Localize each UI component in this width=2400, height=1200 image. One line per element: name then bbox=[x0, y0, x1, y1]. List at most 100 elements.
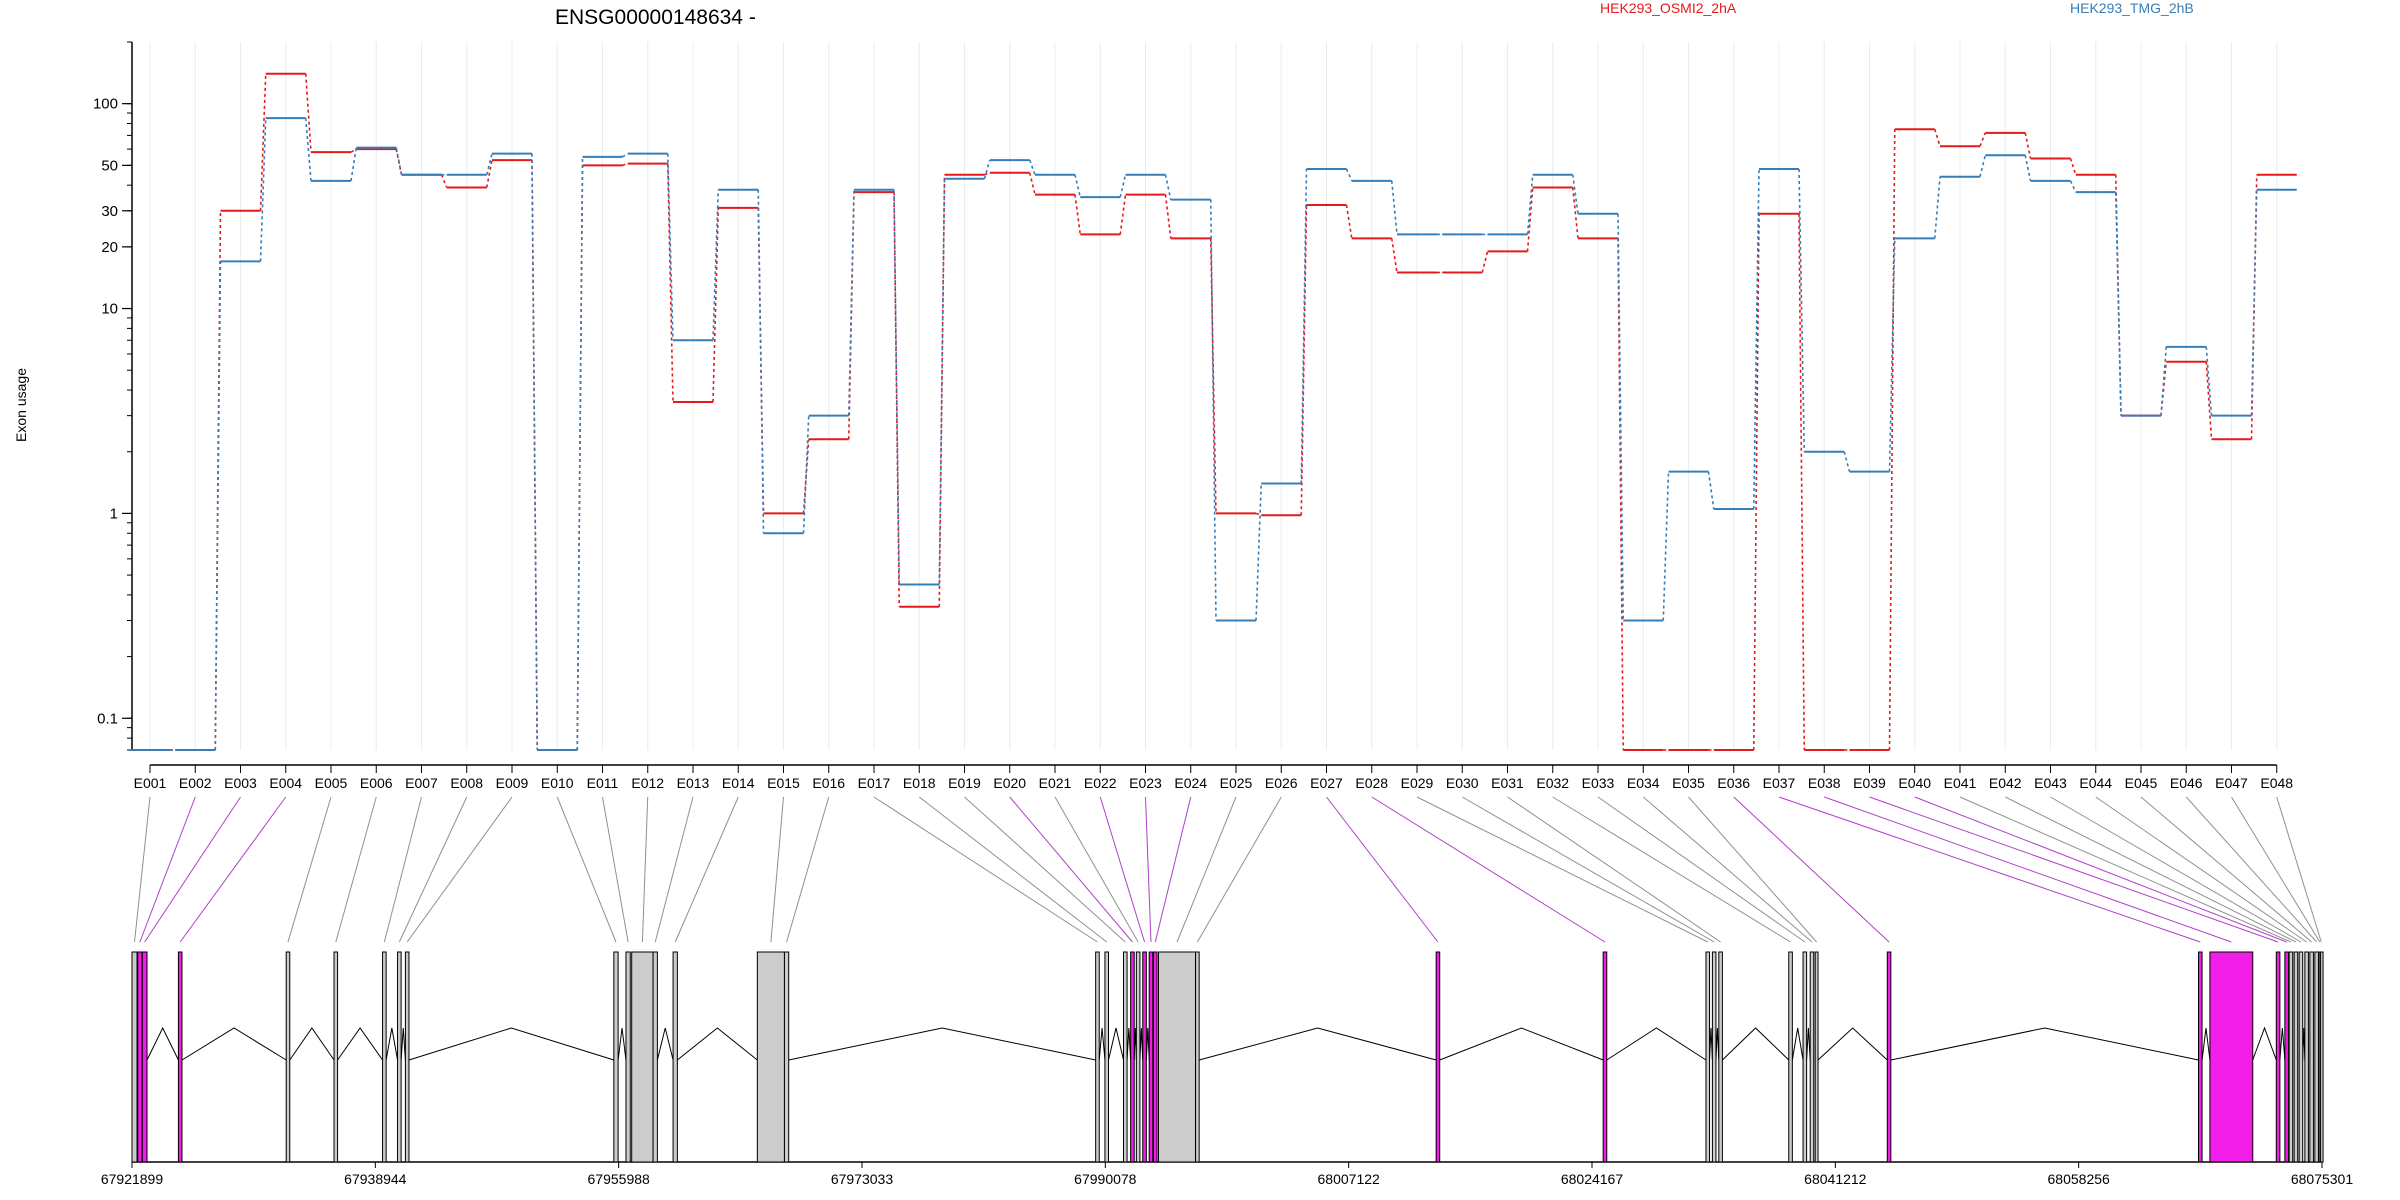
connector-line bbox=[1154, 796, 1192, 943]
coordinate-label: 67938944 bbox=[344, 1171, 407, 1187]
exon-box bbox=[1104, 951, 1110, 1163]
series-connector bbox=[1798, 213, 1806, 751]
connector-line bbox=[918, 796, 1108, 943]
series-connector bbox=[2160, 346, 2168, 416]
series-connector bbox=[304, 73, 312, 153]
exon-box bbox=[2314, 951, 2319, 1163]
exon-box bbox=[1095, 951, 1100, 1163]
intron bbox=[337, 1027, 383, 1061]
series-layer bbox=[130, 72, 2297, 751]
series-connector bbox=[1390, 180, 1398, 235]
connector-line bbox=[556, 796, 617, 943]
x-tick-label: E015 bbox=[767, 775, 800, 791]
connector-line bbox=[2185, 796, 2318, 943]
series-connector bbox=[984, 172, 991, 176]
series-connector bbox=[2024, 155, 2032, 182]
coordinate-label: 68024167 bbox=[1561, 1171, 1624, 1187]
x-tick-label: E013 bbox=[677, 775, 710, 791]
connector-line bbox=[1733, 796, 1890, 943]
connector-line bbox=[1914, 796, 2287, 943]
series-connector bbox=[350, 148, 357, 153]
x-tick-label: E002 bbox=[179, 775, 212, 791]
exon-box bbox=[2288, 951, 2294, 1163]
x-tick-label: E011 bbox=[587, 775, 619, 791]
x-tick-label: E037 bbox=[1763, 775, 1796, 791]
exon-box bbox=[137, 951, 143, 1163]
x-tick-label: E012 bbox=[631, 775, 664, 791]
x-tick-label: E003 bbox=[224, 775, 257, 791]
exon-box bbox=[333, 951, 339, 1163]
series-connector bbox=[1390, 238, 1398, 273]
intron bbox=[677, 1027, 758, 1061]
exon-box bbox=[2298, 951, 2304, 1163]
coordinate-label: 67955988 bbox=[588, 1171, 651, 1187]
series-connector bbox=[757, 189, 765, 534]
intron bbox=[400, 1027, 406, 1061]
x-tick-label: E048 bbox=[2260, 775, 2293, 791]
exon-box bbox=[1122, 951, 1128, 1163]
series-connector bbox=[1888, 238, 1896, 472]
series-connector bbox=[576, 165, 584, 751]
x-tick-label: E039 bbox=[1853, 775, 1886, 791]
y-tick-label: 100 bbox=[93, 96, 118, 113]
x-tick-label: E038 bbox=[1808, 775, 1841, 791]
y-tick-label: 20 bbox=[101, 239, 118, 256]
intron bbox=[146, 1026, 179, 1061]
exon-box bbox=[397, 951, 402, 1163]
connector-line bbox=[654, 796, 694, 943]
series-connector bbox=[214, 261, 222, 751]
x-tick-label: E022 bbox=[1084, 775, 1117, 791]
connector-line bbox=[1009, 796, 1133, 943]
series-connector bbox=[712, 207, 720, 402]
connector-line bbox=[1869, 796, 2279, 943]
y-tick-label: 30 bbox=[101, 203, 118, 220]
series-connector bbox=[1752, 168, 1760, 510]
connector-line bbox=[398, 796, 468, 943]
series-connector bbox=[1345, 168, 1353, 182]
series-connector bbox=[1119, 194, 1127, 235]
x-tick-label: E026 bbox=[1265, 775, 1298, 791]
series-connector bbox=[2205, 361, 2213, 440]
connector-line bbox=[1959, 796, 2292, 943]
connector-line bbox=[287, 796, 332, 943]
y-tick-label: 0.1 bbox=[97, 710, 118, 727]
gridlines bbox=[149, 42, 2278, 750]
series-connector bbox=[1843, 451, 1851, 472]
series-connector bbox=[576, 156, 584, 751]
series-connector bbox=[1979, 155, 1987, 177]
connector-line bbox=[2050, 796, 2302, 943]
exon-box bbox=[1788, 951, 1793, 1163]
intron bbox=[1890, 1027, 2199, 1061]
series-connector bbox=[666, 163, 674, 402]
x-tick-label: E041 bbox=[1944, 775, 1977, 791]
x-tick-label: E035 bbox=[1672, 775, 1705, 791]
coordinate-label: 68007122 bbox=[1318, 1171, 1381, 1187]
series-connector bbox=[1028, 159, 1036, 175]
series-connector bbox=[304, 118, 312, 181]
x-tick-label: E046 bbox=[2170, 775, 2203, 791]
exon-connectors bbox=[134, 796, 2322, 943]
x-tick-label: E044 bbox=[2079, 775, 2112, 791]
intron bbox=[2201, 1027, 2211, 1061]
exon-box bbox=[631, 951, 654, 1163]
connector-line bbox=[1196, 796, 1282, 943]
intron bbox=[656, 1027, 674, 1061]
series-connector bbox=[1707, 471, 1715, 510]
exon-box bbox=[1886, 951, 1892, 1163]
intron bbox=[1722, 1027, 1790, 1061]
connector-line bbox=[1176, 796, 1237, 943]
chart-title: ENSG00000148634 - bbox=[555, 6, 756, 29]
coordinate-label: 68041212 bbox=[1804, 1171, 1867, 1187]
series-connector bbox=[259, 73, 267, 211]
exon-box bbox=[652, 951, 658, 1163]
x-tick-label: E033 bbox=[1582, 775, 1615, 791]
connector-line bbox=[786, 796, 830, 943]
series-connector bbox=[1209, 199, 1217, 621]
exon-box bbox=[1718, 951, 1723, 1163]
x-tick-label: E024 bbox=[1174, 775, 1207, 791]
series-connector bbox=[259, 118, 267, 262]
connector-line bbox=[964, 796, 1126, 943]
x-tick-label: E030 bbox=[1446, 775, 1479, 791]
exon-box bbox=[1195, 951, 1200, 1163]
